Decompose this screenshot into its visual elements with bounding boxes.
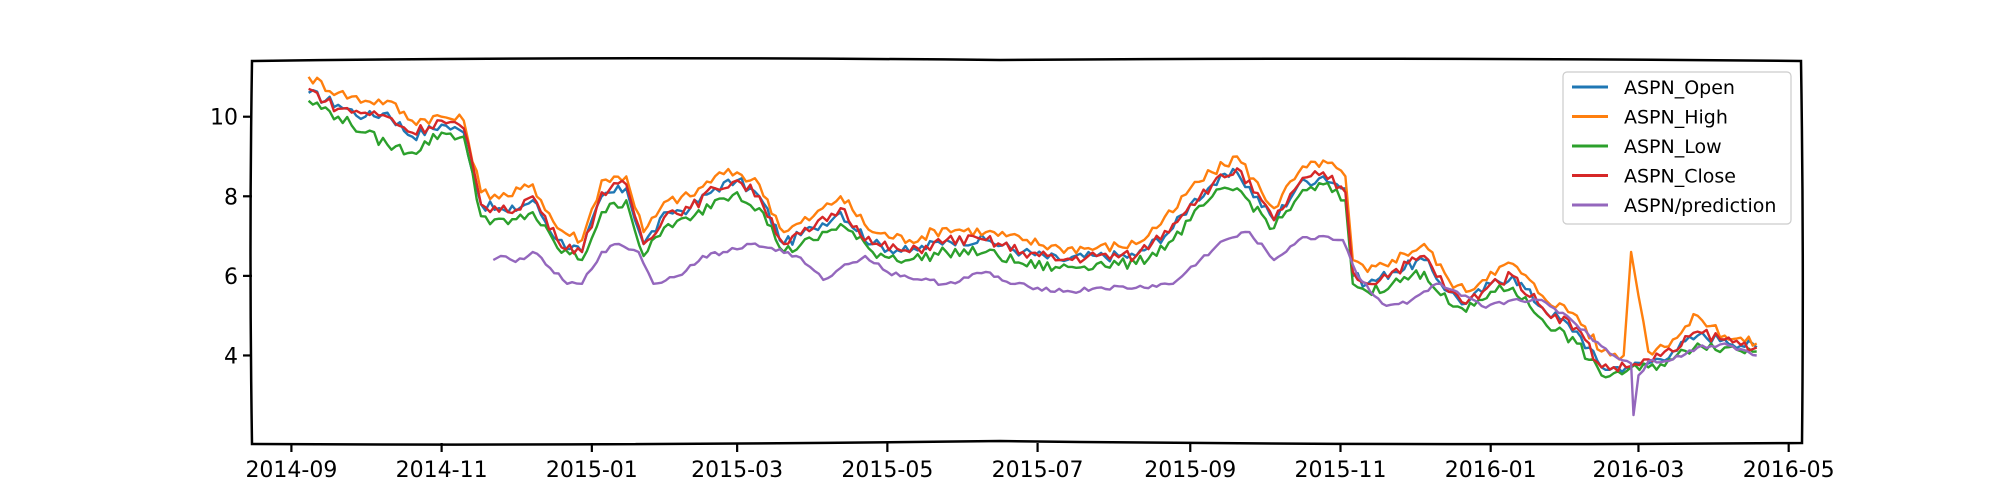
x-tick-label: 2016-01 [1445, 458, 1537, 483]
x-tick-label: 2014-11 [396, 458, 488, 483]
x-tick-label: 2015-05 [841, 458, 933, 483]
x-axis: 2014-09 2014-11 2015-01 2015-03 2015-05 2015-… [245, 443, 1835, 483]
legend-label-aspn-high: ASPN_High [1624, 107, 1728, 129]
legend-label-aspn-low: ASPN_Low [1624, 136, 1722, 158]
y-axis: 4 6 8 10 [210, 106, 252, 369]
series-line-aspn-prediction [492, 230, 1757, 417]
y-tick-label: 10 [210, 106, 238, 131]
x-tick-label: 2015-11 [1295, 458, 1387, 483]
x-tick-label: 2015-01 [546, 458, 638, 483]
legend-label-aspn-open: ASPN_Open [1624, 77, 1735, 99]
legend-label-aspn-prediction: ASPN/prediction [1624, 195, 1776, 217]
plot-frame [249, 56, 1805, 446]
x-tick-label: 2014-09 [245, 458, 337, 483]
x-tick-label: 2015-03 [691, 458, 783, 483]
x-tick-label: 2015-09 [1144, 458, 1236, 483]
legend-label-aspn-close: ASPN_Close [1624, 166, 1736, 188]
x-tick-label: 2016-05 [1743, 458, 1835, 483]
legend: ASPN_Open ASPN_High ASPN_Low ASPN_Close ASPN… [1562, 71, 1792, 225]
y-tick-label: 8 [224, 185, 238, 210]
series-line-aspn-low [307, 99, 1757, 379]
series-line-aspn-close [308, 87, 1758, 373]
series-layer [307, 76, 1758, 417]
legend-box [1562, 71, 1792, 225]
y-tick-label: 6 [224, 265, 238, 290]
series-line-aspn-high [307, 76, 1758, 361]
x-tick-label: 2016-03 [1593, 458, 1685, 483]
y-tick-label: 4 [224, 344, 238, 369]
series-line-aspn-open [307, 89, 1758, 374]
x-tick-label: 2015-07 [992, 458, 1084, 483]
